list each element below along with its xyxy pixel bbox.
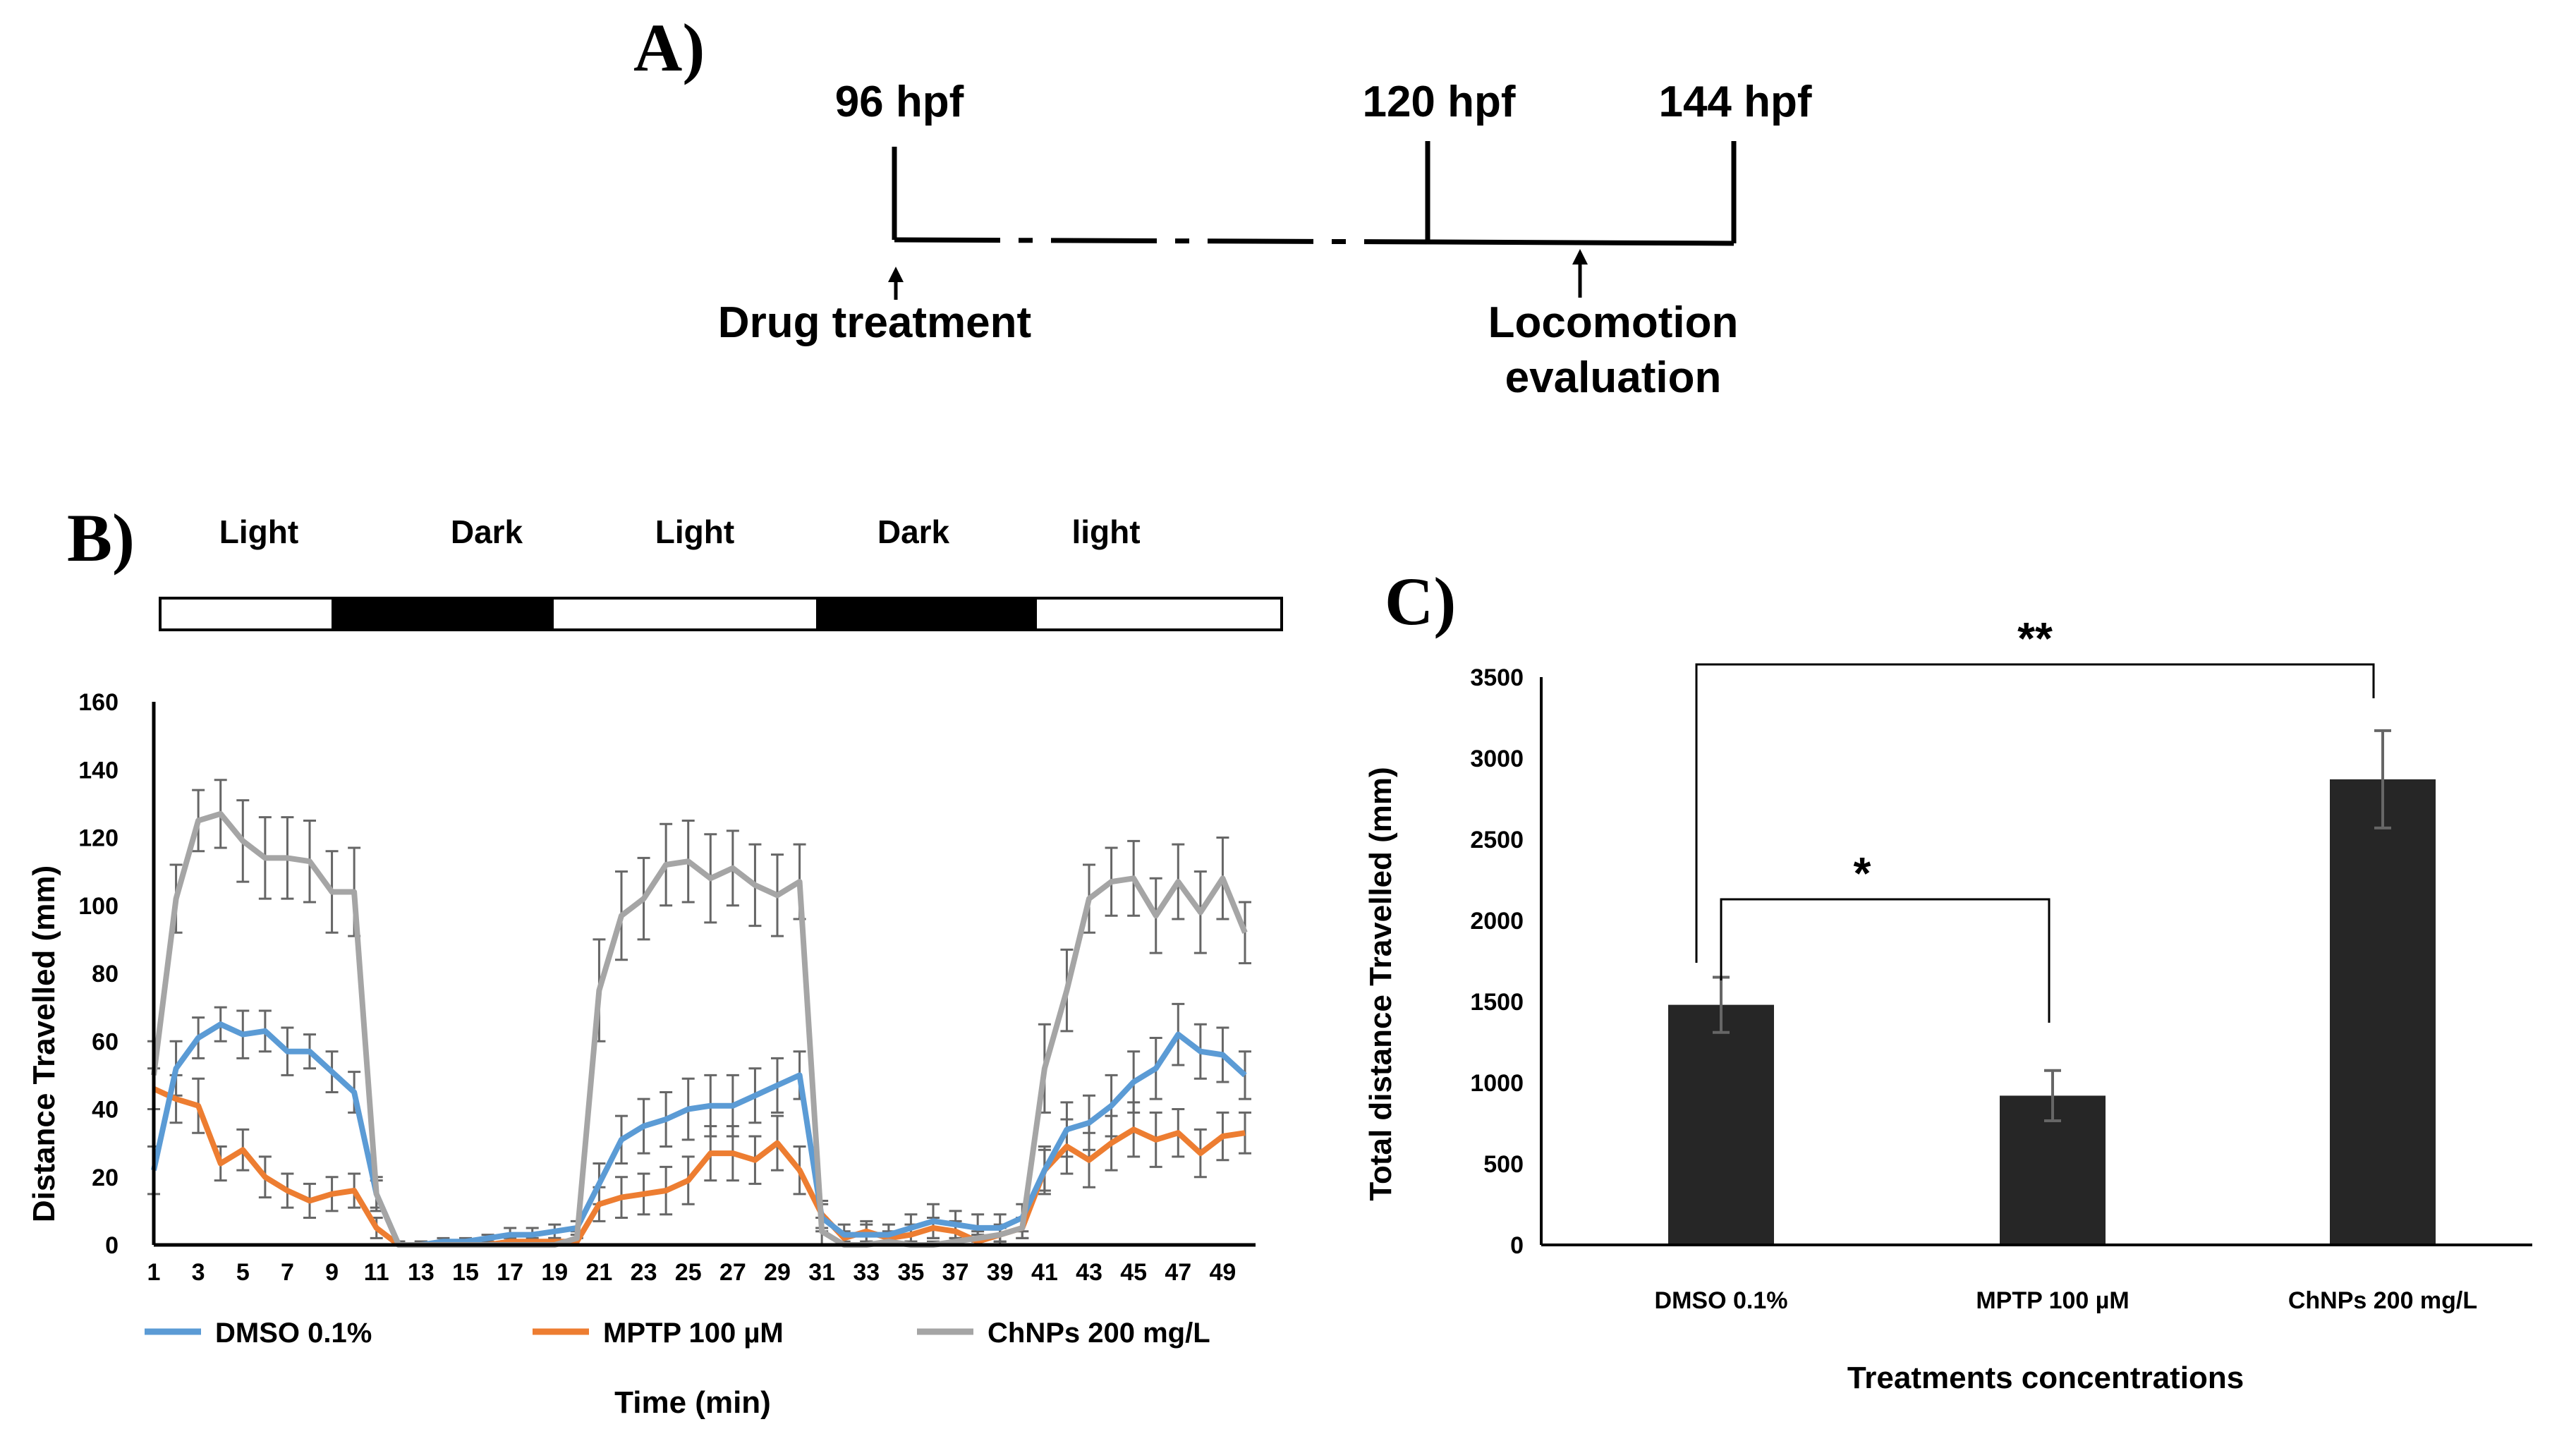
bar-chart-y-tick-0: 0	[1510, 1232, 1524, 1259]
line-chart-y-tick-20: 20	[92, 1165, 119, 1191]
line-chart-x-tick-49: 49	[1210, 1259, 1237, 1286]
line-chart-x-tick-23: 23	[631, 1259, 657, 1286]
line-chart-y-tick-100: 100	[78, 893, 119, 920]
legend-label-chnps: ChNPs 200 mg/L	[988, 1318, 1210, 1349]
bar-chart-x-tick-3: ChNPs 200 mg/L	[2288, 1287, 2477, 1314]
evaluation-label: evaluation	[1505, 353, 1722, 402]
timeline-solid-segment	[1427, 239, 1734, 246]
timepoint-96-label: 96 hpf	[835, 78, 964, 126]
dark-period-1	[332, 598, 554, 630]
series-line-1	[152, 1086, 1246, 1248]
bar-3	[2330, 779, 2436, 1245]
timeline-dashed-segment	[894, 237, 1428, 245]
significance-bracket-1	[1720, 898, 2051, 1023]
bar-chart-y-tick-1000: 1000	[1470, 1070, 1524, 1097]
line-chart-y-tick-120: 120	[78, 825, 119, 852]
line-chart-x-tick-25: 25	[675, 1259, 702, 1286]
line-chart-x-tick-31: 31	[808, 1259, 835, 1286]
line-chart-legend: DMSO 0.1% MPTP 100 µM ChNPs 200 mg/L	[145, 1318, 1210, 1349]
condition-label-2: Dark	[451, 513, 523, 550]
line-chart-x-tick-19: 19	[541, 1259, 568, 1286]
condition-label-3: Light	[655, 513, 734, 550]
bar-chart-y-tick-1500: 1500	[1470, 989, 1524, 1016]
line-chart-x-tick-7: 7	[281, 1259, 294, 1286]
line-chart-x-tick-37: 37	[942, 1259, 969, 1286]
drug-treatment-label: Drug treatment	[718, 298, 1031, 347]
condition-label-1: Light	[219, 513, 298, 550]
bar-chart: 0 500 1000 1500 2000 2500 3000 3500 DMSO 0.1% MPT…	[1470, 613, 2532, 1314]
bar-chart-y-tick-2500: 2500	[1470, 827, 1524, 853]
line-chart-y-tick-40: 40	[92, 1097, 119, 1124]
panel-a-timeline: A) 96 hpf 120 hpf 144 hpf Drug treatment…	[633, 10, 1812, 402]
line-chart-x-tick-47: 47	[1165, 1259, 1191, 1286]
line-chart-x-tick-43: 43	[1076, 1259, 1102, 1286]
bar-chart-x-axis-title: Treatments concentrations	[1847, 1361, 2244, 1395]
line-chart-x-tick-35: 35	[898, 1259, 925, 1286]
timepoint-120-label: 120 hpf	[1362, 78, 1515, 126]
line-chart-x-tick-33: 33	[853, 1259, 880, 1286]
line-chart-y-tick-80: 80	[92, 961, 119, 987]
significance-label-1: *	[1854, 848, 1871, 899]
line-chart-y-tick-160: 160	[78, 689, 119, 716]
condition-label-4: Dark	[877, 513, 950, 550]
line-chart-x-tick-41: 41	[1031, 1259, 1058, 1286]
line-chart-x-tick-5: 5	[236, 1259, 250, 1286]
dark-period-2	[816, 598, 1037, 630]
locomotion-arrow-icon	[1572, 249, 1588, 298]
line-chart-x-tick-3: 3	[192, 1259, 205, 1286]
panel-c-label: C)	[1385, 564, 1456, 639]
line-chart-y-tick-60: 60	[92, 1028, 119, 1055]
timepoint-144-label: 144 hpf	[1658, 78, 1811, 126]
line-chart-y-tick-140: 140	[78, 757, 119, 784]
line-chart-x-tick-13: 13	[408, 1259, 435, 1286]
line-chart-x-tick-17: 17	[497, 1259, 523, 1286]
line-chart-y-axis-title: Distance Travelled (mm)	[27, 865, 61, 1222]
significance-bracket-2	[1695, 663, 2375, 963]
bar-chart-x-tick-2: MPTP 100 µM	[1976, 1287, 2129, 1314]
panel-c: C) 0 500 1000 1500 2000 2500 3000 3500 DMSO 0.1%…	[1363, 564, 2532, 1395]
panel-b: B) Light Dark Light Dark light 0 20 40 60 80…	[27, 500, 1283, 1420]
legend-label-mptp: MPTP 100 µM	[603, 1318, 784, 1349]
series-line-2	[151, 810, 1248, 1248]
line-chart-x-axis-title: Time (min)	[614, 1385, 771, 1420]
bar-chart-x-tick-1: DMSO 0.1%	[1655, 1287, 1788, 1314]
line-chart-x-tick-11: 11	[364, 1259, 389, 1286]
line-chart-x-tick-27: 27	[719, 1259, 746, 1286]
bar-chart-y-tick-3000: 3000	[1470, 746, 1524, 772]
significance-label-2: **	[2017, 613, 2053, 664]
condition-label-5: light	[1071, 513, 1140, 550]
light-dark-bar	[159, 597, 1283, 631]
line-chart-x-tick-15: 15	[452, 1259, 479, 1286]
line-chart-x-tick-29: 29	[764, 1259, 791, 1286]
drug-arrow-icon	[888, 267, 904, 300]
bar-chart-y-axis-title: Total distance Travelled (mm)	[1363, 767, 1398, 1200]
bar-chart-y-tick-500: 500	[1483, 1151, 1524, 1178]
line-chart-x-tick-9: 9	[325, 1259, 339, 1286]
series-line-0	[151, 1021, 1247, 1248]
panel-b-label: B)	[67, 500, 135, 576]
line-chart-x-tick-45: 45	[1120, 1259, 1147, 1286]
line-chart-x-tick-21: 21	[586, 1259, 613, 1286]
line-chart-x-tick-39: 39	[987, 1259, 1014, 1286]
light-dark-bar-frame	[159, 597, 1283, 631]
locomotion-label: Locomotion	[1488, 298, 1739, 347]
legend-label-dmso: DMSO 0.1%	[215, 1318, 372, 1349]
bar-chart-y-tick-2000: 2000	[1470, 908, 1524, 935]
bar-1	[1668, 1004, 1774, 1245]
bar-chart-y-tick-3500: 3500	[1470, 664, 1524, 691]
line-chart-x-tick-1: 1	[147, 1259, 161, 1286]
line-chart-y-tick-0: 0	[105, 1232, 119, 1259]
panel-a-label: A)	[633, 10, 705, 85]
